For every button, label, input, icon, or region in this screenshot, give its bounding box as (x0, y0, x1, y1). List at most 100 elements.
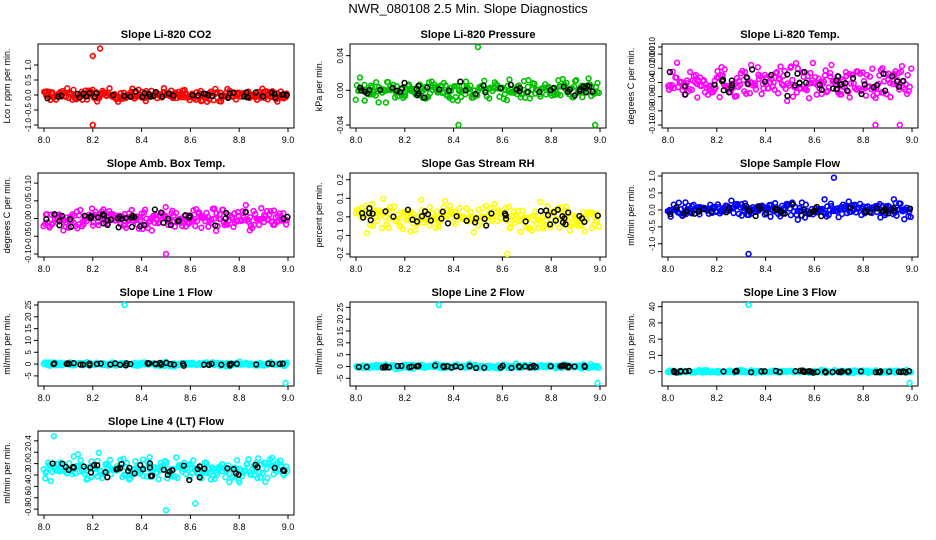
y-tick-label: 0 (24, 361, 33, 366)
x-tick-label: 8.6 (496, 264, 509, 274)
data-point-flagged (682, 83, 689, 90)
data-point-flagged (58, 92, 65, 99)
x-tick-label: 8.6 (184, 264, 197, 274)
data-point-outlier (96, 45, 104, 52)
data-point (193, 217, 201, 225)
data-point (382, 87, 390, 94)
y-tick-label: 20 (24, 312, 33, 321)
data-point-flagged (421, 94, 428, 101)
y-axis-label: ml/min per min. (626, 184, 636, 246)
data-point-flagged (230, 89, 237, 96)
data-point (794, 216, 802, 223)
data-point (503, 96, 511, 104)
plot-frame (37, 43, 295, 129)
data-point (824, 87, 831, 95)
data-point (123, 459, 131, 467)
data-point-flagged (763, 209, 770, 217)
data-point (87, 474, 95, 481)
data-point (767, 213, 774, 220)
x-tick-label: 9.0 (594, 393, 607, 403)
data-point (239, 208, 246, 215)
y-tick-label: 10 (24, 335, 33, 344)
data-point-flagged (398, 362, 405, 370)
y-tick-label: -5 (336, 374, 345, 382)
data-point-flagged (50, 360, 57, 368)
data-point-flagged (140, 221, 148, 229)
data-point-flagged (481, 364, 488, 371)
data-point (774, 90, 782, 97)
data-point-flagged (104, 474, 111, 481)
data-point-flagged (401, 79, 408, 87)
data-point (213, 210, 220, 217)
data-point-flagged (537, 207, 545, 215)
chart-panel-6: Slope Sample Flow ml/min per min. 8.0 8.2 8.… (626, 158, 919, 274)
data-point (258, 204, 265, 212)
data-point-flagged (376, 86, 384, 94)
y-tick-label: 15 (336, 326, 345, 335)
data-point (712, 84, 719, 92)
data-point-flagged (208, 360, 215, 367)
data-point-flagged (560, 83, 567, 90)
data-point-flagged (822, 369, 829, 376)
data-point-flagged (473, 215, 480, 222)
data-point-flagged (359, 214, 367, 221)
data-point (595, 364, 603, 372)
plot-frame (661, 172, 919, 258)
data-point (441, 197, 449, 205)
data-point-flagged (114, 465, 121, 472)
data-point (686, 68, 694, 76)
data-point (675, 199, 683, 206)
data-point (486, 95, 493, 102)
chart-title: Slope Li-820 Pressure (421, 29, 536, 41)
y-tick-label: 0.05 (24, 192, 33, 208)
data-point (390, 203, 398, 210)
data-point (137, 216, 144, 224)
data-point (728, 197, 735, 204)
data-point-flagged (806, 210, 813, 217)
data-point-flagged (169, 467, 176, 474)
data-point-flagged (778, 209, 785, 216)
y-tick-label: -0.08 (648, 101, 657, 120)
data-point (259, 470, 266, 477)
data-point-flagged (905, 367, 913, 375)
x-tick-label: 8.4 (135, 264, 148, 274)
data-point (570, 83, 578, 90)
data-point (452, 220, 459, 227)
data-point (95, 449, 102, 457)
data-point-flagged (842, 80, 849, 87)
data-point-flagged (439, 208, 446, 215)
y-tick-label: 10 (336, 338, 345, 347)
data-point (794, 65, 802, 72)
data-point (120, 455, 127, 463)
data-point (173, 454, 180, 461)
data-point (846, 94, 853, 101)
data-point-flagged (64, 360, 71, 367)
data-point-flagged (74, 90, 81, 98)
y-tick-label: 0.0 (336, 211, 345, 223)
y-tick-label: -0.2 (336, 247, 345, 261)
data-point-flagged (170, 361, 178, 368)
data-point-flagged (259, 93, 266, 100)
plot-frame (661, 301, 919, 387)
data-point (821, 72, 829, 79)
x-tick-label: 8.0 (38, 393, 51, 403)
data-point-flagged (110, 92, 117, 99)
data-point (88, 205, 96, 212)
y-tick-label: 0.0 (24, 457, 33, 469)
data-point (174, 474, 181, 482)
data-point-flagged (70, 463, 77, 471)
data-point-flagged (128, 223, 136, 231)
data-point (89, 222, 97, 229)
data-point (595, 89, 603, 97)
data-point-flagged (791, 82, 799, 89)
data-point (222, 474, 229, 481)
data-point-flagged (862, 207, 870, 215)
data-point (368, 200, 376, 208)
y-tick-label: 1.0 (648, 170, 657, 182)
data-point-flagged (212, 222, 219, 229)
x-tick-label: 8.8 (233, 135, 246, 145)
data-point (789, 93, 797, 100)
data-point-outlier (591, 121, 599, 129)
data-point (105, 462, 112, 470)
data-point (390, 81, 397, 89)
